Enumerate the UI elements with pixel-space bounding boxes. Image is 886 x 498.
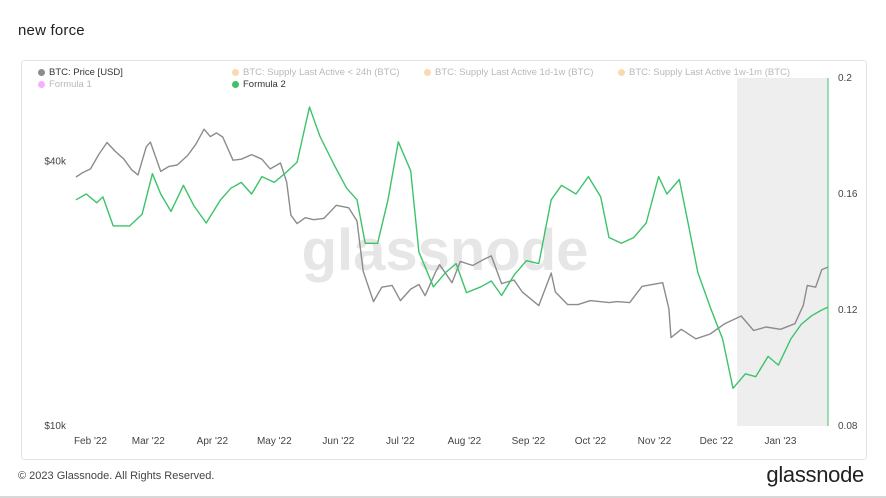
page-title: new force — [18, 22, 85, 39]
footer-copyright: © 2023 Glassnode. All Rights Reserved. — [18, 470, 215, 482]
legend-dot — [618, 69, 625, 76]
legend-label: Formula 1 — [49, 79, 92, 90]
legend-label: BTC: Price [USD] — [49, 67, 123, 78]
legend-dot — [232, 81, 239, 88]
legend-label: BTC: Supply Last Active 1w-1m (BTC) — [629, 67, 791, 78]
legend-item-4[interactable]: BTC: Supply Last Active 1w-1m (BTC) — [618, 67, 790, 78]
legend-label: Formula 2 — [243, 79, 286, 90]
legend-dot — [424, 69, 431, 76]
legend-item-5[interactable]: Formula 1 — [38, 79, 92, 90]
legend-item-6[interactable]: Formula 2 — [232, 79, 286, 90]
legend-label: BTC: Supply Last Active < 24h (BTC) — [243, 67, 400, 78]
legend-dot — [232, 69, 239, 76]
legend-item-1[interactable]: BTC: Price [USD] — [38, 67, 123, 78]
footer-logo: glassnode — [766, 462, 864, 487]
legend-item-3[interactable]: BTC: Supply Last Active 1d-1w (BTC) — [424, 67, 593, 78]
chart-panel — [21, 60, 867, 460]
legend-dot — [38, 81, 45, 88]
legend-dot — [38, 69, 45, 76]
legend-label: BTC: Supply Last Active 1d-1w (BTC) — [435, 67, 594, 78]
legend-item-2[interactable]: BTC: Supply Last Active < 24h (BTC) — [232, 67, 400, 78]
footer-divider — [0, 496, 886, 498]
